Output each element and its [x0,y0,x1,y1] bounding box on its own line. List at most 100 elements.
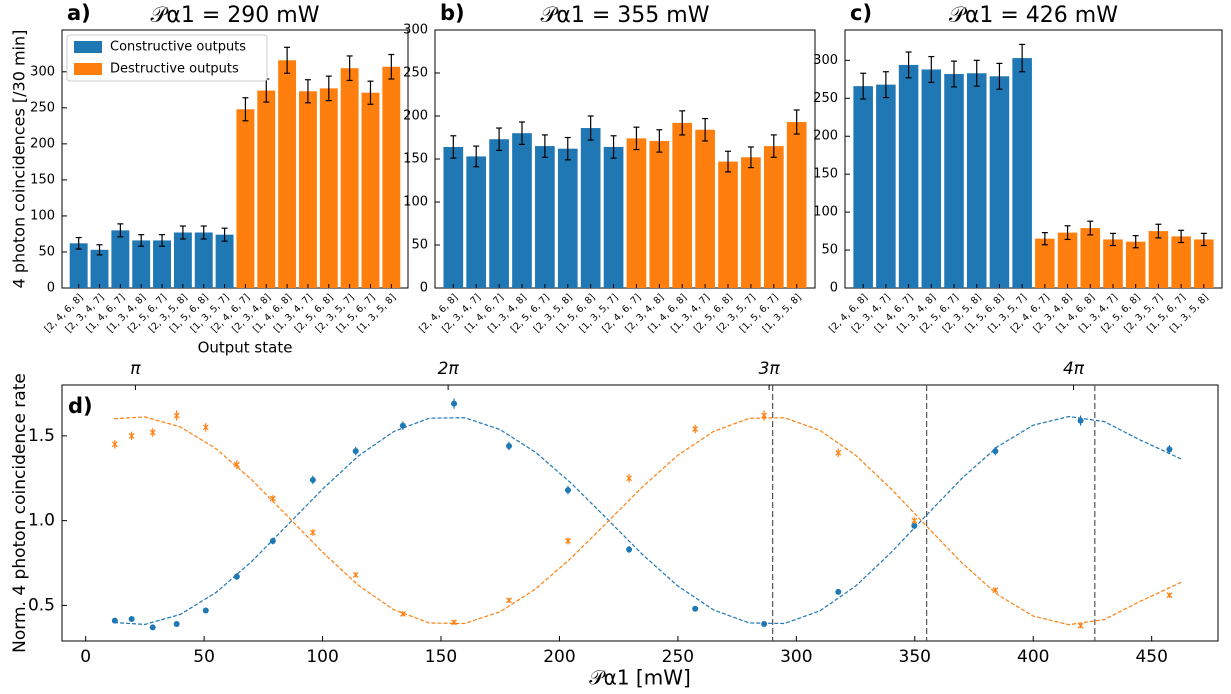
bar [718,161,738,288]
error-bar [725,150,732,173]
y-tick-label: 150 [30,172,55,187]
fit-line [114,415,1183,626]
data-point [565,538,571,544]
error-bar [679,110,686,136]
bar [512,133,532,288]
error-bar [304,79,311,104]
data-point [911,522,918,529]
chart-title: 𝒫α1 = 426 mW [949,3,1118,28]
error-bar [388,53,395,80]
error-bar [928,55,935,83]
y-tick-label: 250 [813,91,838,106]
data-point [309,529,316,536]
bar [1035,238,1055,288]
error-bar [75,236,82,250]
y-tick-label: 300 [30,64,55,79]
legend-swatch [74,41,102,53]
data-point [128,432,135,439]
bar [466,156,487,288]
bar [989,76,1010,288]
error-bar [242,97,249,122]
error-bar [656,129,663,153]
data-point [506,597,512,604]
y-tick-label: 0 [47,281,55,296]
error-bar [1178,229,1185,244]
bar [194,232,213,288]
data-point [128,615,135,622]
error-bar [610,135,617,159]
y-tick-label: 300 [403,23,428,38]
y-tick-label: 250 [403,66,428,81]
data-point [992,448,999,455]
y-tick-label: 1.5 [28,426,55,446]
error-bar [117,223,124,238]
error-bar [179,225,186,240]
bar [340,68,359,289]
bar [853,86,873,288]
error-bar [159,234,166,247]
panel-label: c) [850,1,872,25]
x-tick-label: 450 [1135,647,1167,667]
y-tick-label: 300 [813,53,838,68]
fit-line [114,416,1183,626]
y-axis-label: Norm. 4 photon coincidence rate [10,373,30,653]
panel-label: d) [68,394,93,418]
error-bar [882,71,889,99]
data-point [692,426,699,433]
data-point [911,517,918,524]
data-point [835,588,842,595]
error-bar [1132,235,1139,249]
plot-frame [844,29,1223,289]
y-tick-label: 250 [30,100,55,115]
y-tick-label: 0 [420,281,428,296]
error-bar [860,72,867,100]
legend-frame [66,34,268,82]
data-point [761,412,768,419]
bar [921,69,942,288]
bar [1171,236,1191,288]
bar [966,73,987,289]
error-bar [747,146,754,169]
data-point [352,571,359,578]
data-point [1077,622,1084,629]
y-tick-label: 200 [403,109,428,124]
error-bar [1087,220,1094,236]
panel-label: a) [67,1,91,25]
bar [132,240,151,288]
data-point [309,476,316,483]
error-bar [541,134,548,158]
error-bar [1041,232,1048,246]
error-bar [221,227,228,242]
y-tick-label: 50 [38,244,55,259]
x2-tick-label: 3π [759,359,781,379]
bar [1148,231,1169,288]
data-point [626,475,633,482]
bar [741,157,761,288]
error-bar [1200,232,1207,247]
data-point [1077,417,1084,424]
plot-frame [61,29,409,289]
data-point [564,487,571,494]
data-point [233,573,240,580]
data-point [1166,446,1173,453]
bar [298,91,317,288]
error-bar [284,46,291,74]
error-bar [973,59,980,87]
bar [1057,232,1078,288]
error-bar [996,62,1003,90]
x-tick-label: 200 [543,647,575,667]
bar [603,146,624,288]
data-point [111,617,118,624]
y-axis-label: 4 photon coincidences [/30 min] [10,30,29,289]
error-bar [633,126,640,151]
data-point [626,546,633,553]
data-point [269,537,276,544]
bar [672,122,693,288]
error-bar [367,80,374,105]
x-tick-label: 150 [425,647,457,667]
bar [944,74,964,288]
error-bar [200,225,207,240]
bar [1012,58,1032,288]
error-bar [793,109,800,135]
